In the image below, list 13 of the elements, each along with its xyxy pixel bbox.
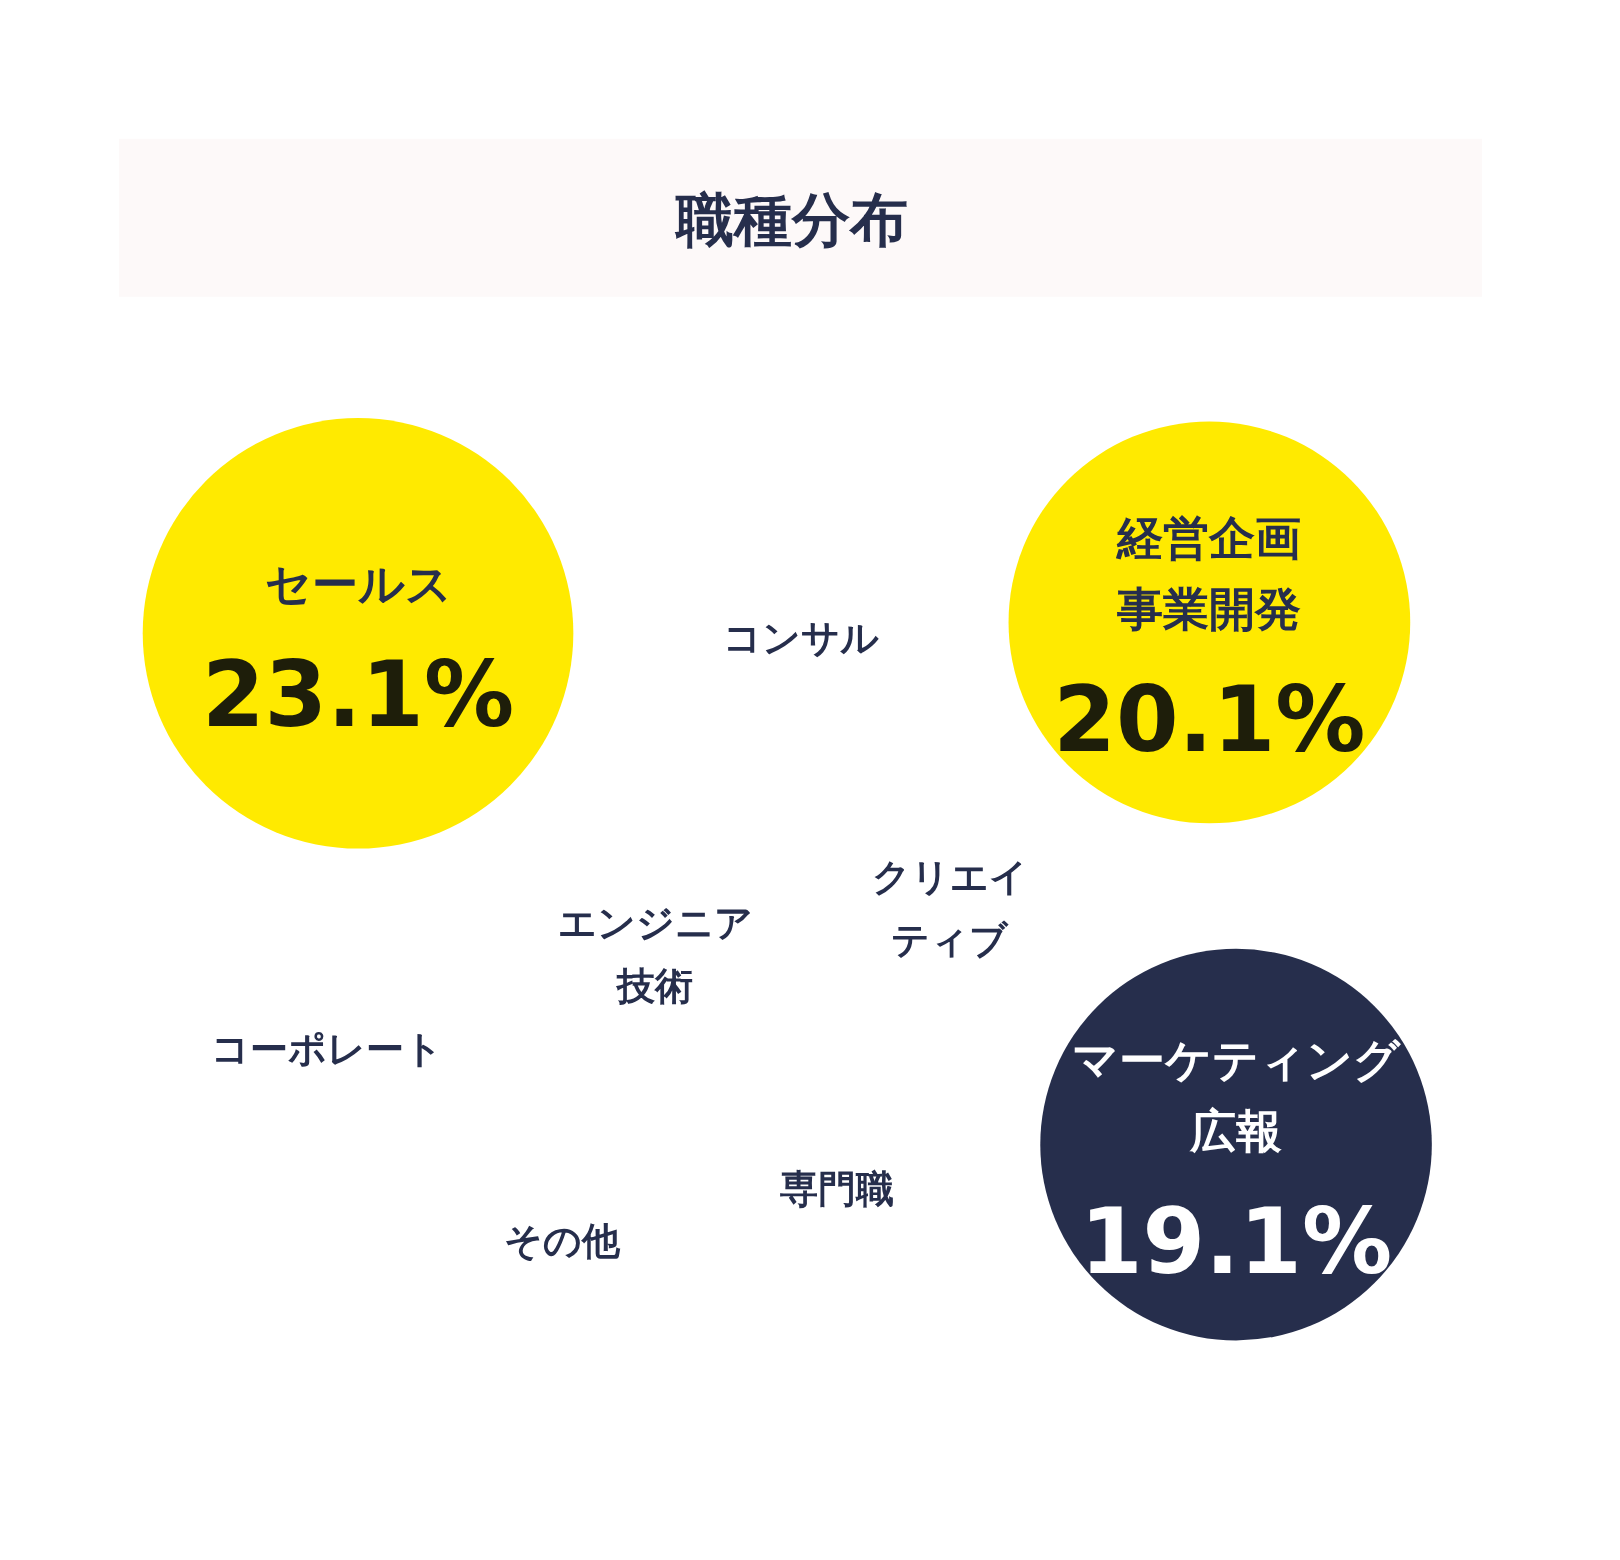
data-label: 19.1% (1079, 1188, 1393, 1294)
category-label: セールス (264, 556, 452, 611)
category-label: 専門職 (780, 1167, 895, 1212)
category-label: コーポレート (211, 1026, 444, 1071)
category-label: マーケティング広報 (1072, 1032, 1402, 1158)
data-label: 20.1% (1053, 666, 1366, 772)
category-label: その他 (504, 1219, 622, 1264)
category-label: エンジニア技術 (557, 900, 753, 1008)
category-label: クリエイティブ (871, 855, 1028, 963)
text: 職種分布 (673, 185, 908, 254)
data-label: 23.1% (201, 641, 515, 747)
category-label: コンサル (723, 616, 880, 661)
category-label: 経営企画事業開発 (1115, 510, 1302, 636)
